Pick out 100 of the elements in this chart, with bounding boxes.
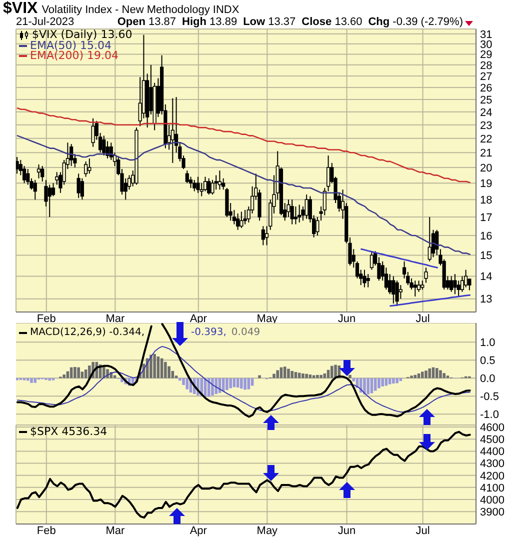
- line-series: [360, 248, 438, 268]
- bar: [381, 378, 384, 386]
- bar: [211, 378, 214, 396]
- x-tick-label: May: [256, 524, 278, 537]
- legend-label: $SPX 4536.34: [30, 425, 108, 438]
- bar: [420, 372, 424, 378]
- x-tick-label: Jul: [416, 524, 430, 537]
- y-tick-label: 4200: [480, 470, 504, 482]
- y-tick-label: 27: [480, 70, 492, 83]
- candlestick: [170, 98, 174, 164]
- candlestick: [304, 194, 308, 220]
- candlestick: [70, 144, 74, 166]
- bar: [290, 370, 294, 378]
- x-tick-label: Jul: [416, 312, 430, 325]
- y-tick-label: 0.5: [480, 355, 496, 368]
- bar: [410, 376, 413, 378]
- bar: [62, 374, 66, 378]
- y-tick-label: -1.0: [480, 409, 499, 422]
- x-tick-label: Feb: [36, 312, 56, 325]
- y-tick-label: 4400: [480, 446, 504, 458]
- x-tick-label: Jun: [338, 312, 356, 325]
- candlestick: [142, 34, 146, 119]
- y-tick-label: 30: [480, 38, 492, 51]
- bar: [359, 378, 362, 393]
- bar: [272, 374, 276, 378]
- text: -0.393,: [191, 327, 226, 338]
- chart-subtitle: Volatility Index - New Methodology INDX: [42, 4, 240, 16]
- candlestick: [453, 274, 457, 295]
- candlestick: [218, 170, 222, 190]
- x-tick-label: Apr: [190, 524, 208, 537]
- bar: [214, 378, 218, 394]
- bar: [399, 378, 402, 382]
- bar: [178, 378, 182, 381]
- x-tick-label: Feb: [36, 524, 56, 537]
- y-tick-label: 3900: [480, 506, 504, 518]
- bar: [392, 378, 395, 384]
- bar: [305, 374, 308, 378]
- line-series: [389, 294, 471, 307]
- y-tick-label: 20: [480, 162, 492, 174]
- y-tick-label: 29: [480, 49, 492, 62]
- bar: [370, 378, 374, 394]
- y-tick-label: 31: [480, 28, 492, 41]
- bar: [298, 372, 301, 378]
- y-tick-label: 24: [480, 106, 492, 119]
- bar: [302, 373, 304, 378]
- candlestick: [232, 209, 236, 225]
- candlestick: [366, 274, 370, 288]
- candlestick: [76, 173, 80, 198]
- bar: [330, 366, 334, 378]
- y-tick-label: 4000: [480, 494, 504, 506]
- x-tick-label: Mar: [106, 524, 125, 537]
- candlestick: [362, 269, 366, 288]
- legend-label: $VIX (Daily) 13.60: [32, 28, 132, 41]
- bar: [102, 366, 106, 378]
- bar: [30, 378, 33, 383]
- text: High 13.89: [182, 16, 238, 28]
- bar: [287, 368, 290, 378]
- bar: [164, 362, 167, 378]
- bar: [320, 374, 322, 378]
- y-tick-label: 26: [480, 82, 492, 94]
- x-tick-label: Jun: [338, 524, 356, 537]
- y-tick-label: 23: [480, 120, 492, 132]
- bar: [258, 375, 261, 378]
- text: Open 13.87: [117, 16, 176, 28]
- y-tick-label: 1.0: [480, 337, 496, 350]
- candlestick: [294, 206, 298, 225]
- legend-label: EMA(200) 19.04: [30, 49, 119, 62]
- line-series: [16, 107, 470, 184]
- line-series: [16, 135, 470, 256]
- text: Chg -0.39 (-2.79%): [368, 16, 463, 28]
- text: 0.049: [231, 327, 260, 338]
- y-tick-label: 21: [480, 148, 492, 160]
- bar: [366, 378, 370, 394]
- candlestick: [243, 209, 247, 225]
- bar: [168, 366, 170, 378]
- bar: [186, 378, 189, 390]
- bar: [229, 378, 232, 388]
- y-tick-label: 18: [480, 194, 492, 207]
- bar: [74, 366, 76, 378]
- x-tick-label: Apr: [190, 312, 208, 325]
- y-tick-label: 28: [480, 60, 492, 72]
- bar: [348, 374, 352, 378]
- bar: [153, 354, 156, 378]
- candlestick: [286, 199, 290, 218]
- bar: [207, 378, 210, 397]
- bar: [435, 368, 438, 378]
- chart-title: $VIX: [3, 0, 38, 17]
- bar: [334, 364, 337, 378]
- y-tick-label: 16: [480, 230, 492, 242]
- candlestick: [48, 184, 52, 218]
- y-tick-label: 17: [480, 212, 492, 224]
- bar: [414, 374, 417, 378]
- bar: [396, 378, 398, 384]
- text: Low 13.37: [243, 16, 296, 28]
- bar: [374, 378, 377, 391]
- y-tick-label: 4500: [480, 434, 504, 446]
- bar: [240, 378, 243, 389]
- legend-label: MACD(12,26,9) -0.344,: [30, 327, 145, 338]
- y-tick-label: 4100: [480, 482, 504, 494]
- y-tick-label: 14: [480, 271, 492, 284]
